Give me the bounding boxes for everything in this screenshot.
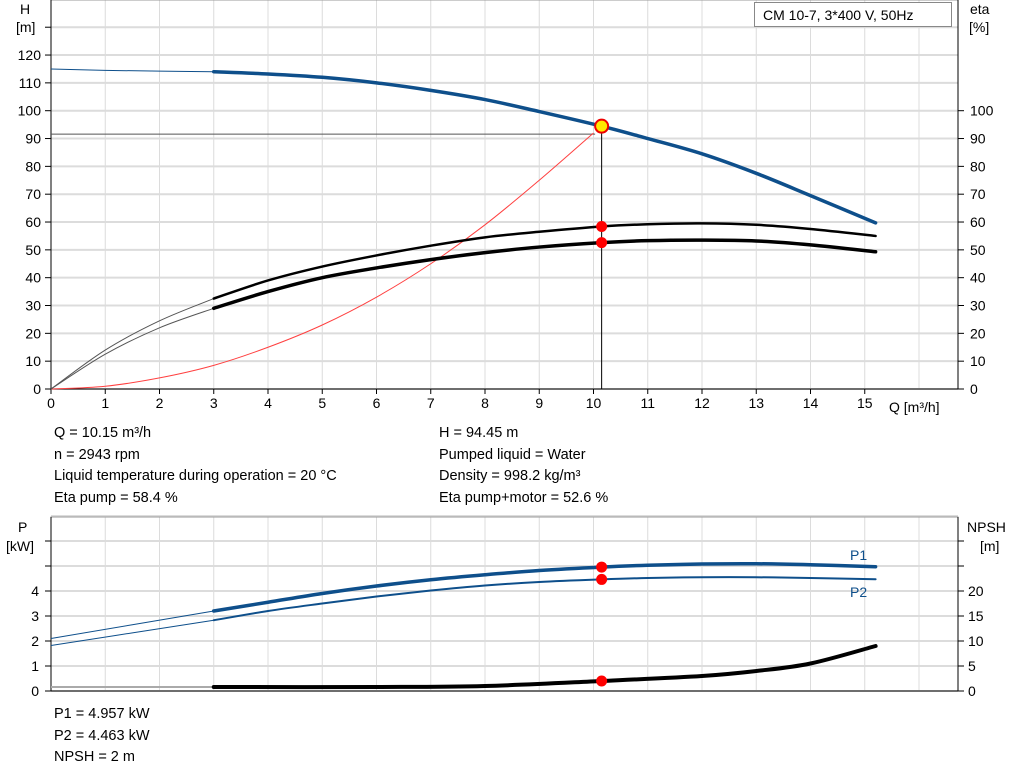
temperature-value: Liquid temperature during operation = 20… xyxy=(54,468,337,484)
p-axis-unit: [kW] xyxy=(6,538,34,554)
x-tick-label: 9 xyxy=(535,395,543,411)
h-tick-label: 40 xyxy=(25,270,41,286)
x-tick-label: 0 xyxy=(47,395,55,411)
eta_pump-curve xyxy=(212,222,877,300)
npsh-tick-label: 20 xyxy=(968,583,984,599)
speed-value: n = 2943 rpm xyxy=(54,446,140,463)
p1-duty-point xyxy=(596,561,608,573)
h-tick-label: 0 xyxy=(33,381,41,397)
x-tick-label: 14 xyxy=(803,395,819,411)
p1-value: P1 = 4.957 kW xyxy=(54,706,150,722)
H-curve-extrapolated xyxy=(50,68,214,73)
P2-curve-extrapolated xyxy=(50,619,214,646)
p2-series-label: P2 xyxy=(850,584,867,600)
eta-tick-label: 0 xyxy=(970,381,978,397)
eta-tick-label: 50 xyxy=(970,242,986,258)
eta_pump_motor-curve-extrapolated xyxy=(50,307,214,390)
npsh-duty-point xyxy=(596,675,608,687)
p-tick-label: 2 xyxy=(31,633,39,649)
npsh-axis-label: NPSH xyxy=(967,519,1006,535)
x-tick-label: 13 xyxy=(748,395,764,411)
eta-axis-unit: [%] xyxy=(969,19,989,35)
P2-curve xyxy=(212,576,877,622)
p-axis-label: P xyxy=(18,519,27,535)
density-value: Density = 998.2 kg/m³ xyxy=(439,468,581,484)
head-value: H = 94.45 m xyxy=(439,425,519,441)
eta-tick-label: 40 xyxy=(970,270,986,286)
h-axis-label: H xyxy=(20,1,30,17)
x-tick-label: 7 xyxy=(427,395,435,411)
p-tick-label: 1 xyxy=(31,658,39,674)
x-tick-label: 11 xyxy=(640,395,655,411)
npsh-tick-label: 15 xyxy=(968,608,984,624)
flow-value: Q = 10.15 m³/h xyxy=(54,425,152,441)
h-tick-label: 50 xyxy=(25,242,41,258)
eta-tick-label: 90 xyxy=(970,131,986,147)
h-tick-label: 90 xyxy=(25,131,41,147)
npsh-tick-label: 10 xyxy=(968,633,984,649)
P1-curve xyxy=(212,561,878,613)
p2-duty-point xyxy=(596,573,608,585)
h-tick-label: 60 xyxy=(25,214,41,230)
p2-value: P2 = 4.463 kW xyxy=(54,727,150,744)
eta-tick-label: 80 xyxy=(970,158,986,174)
npsh-axis-unit: [m] xyxy=(980,538,999,554)
info-left: Q = 10.15 m³/h n = 2943 rpm Liquid tempe… xyxy=(54,423,337,509)
x-tick-label: 12 xyxy=(694,395,710,411)
npsh-value: NPSH = 2 m xyxy=(54,749,135,765)
eta-pump-duty-point xyxy=(596,220,608,232)
npsh-tick-label: 0 xyxy=(968,683,976,699)
x-tick-label: 5 xyxy=(318,395,326,411)
x-tick-label: 15 xyxy=(857,395,873,411)
eta-axis-label: eta xyxy=(970,1,990,17)
x-tick-label: 8 xyxy=(481,395,489,411)
system-curve xyxy=(50,132,594,390)
x-tick-label: 2 xyxy=(156,395,164,411)
h-tick-label: 20 xyxy=(25,325,41,341)
q-axis-label: Q [m³/h] xyxy=(889,399,940,415)
info-right: H = 94.45 m Pumped liquid = Water Densit… xyxy=(439,423,608,509)
h-tick-label: 10 xyxy=(25,353,41,369)
eta-pump-motor-value: Eta pump+motor = 52.6 % xyxy=(439,489,609,506)
h-tick-label: 30 xyxy=(25,298,41,314)
eta-tick-label: 100 xyxy=(970,103,994,119)
P1-curve-extrapolated xyxy=(50,610,214,639)
h-tick-label: 80 xyxy=(25,158,41,174)
p1-series-label: P1 xyxy=(850,547,867,563)
pump-title: CM 10-7, 3*400 V, 50Hz xyxy=(754,2,952,27)
h-tick-label: 110 xyxy=(19,75,42,91)
npsh-tick-label: 5 xyxy=(968,658,976,674)
duty-point-marker xyxy=(594,118,610,134)
H-curve xyxy=(212,69,878,225)
x-tick-label: 1 xyxy=(101,395,109,411)
x-tick-label: 4 xyxy=(264,395,272,411)
p-tick-label: 4 xyxy=(31,583,39,599)
info-bottom: P1 = 4.957 kW P2 = 4.463 kW NPSH = 2 m xyxy=(54,704,150,769)
eta_pump-curve-extrapolated xyxy=(50,298,214,390)
x-tick-label: 3 xyxy=(210,395,218,411)
x-tick-label: 6 xyxy=(373,395,381,411)
h-axis-unit: [m] xyxy=(16,19,35,35)
eta-pump-value: Eta pump = 58.4 % xyxy=(54,489,178,506)
h-tick-label: 70 xyxy=(25,186,41,202)
eta-tick-label: 70 xyxy=(970,186,986,202)
h-tick-label: 100 xyxy=(18,103,42,119)
plot-frame xyxy=(50,516,959,692)
h-tick-label: 120 xyxy=(18,47,42,63)
liquid-value: Pumped liquid = Water xyxy=(439,446,586,463)
p-tick-label: 0 xyxy=(31,683,39,699)
eta_pump_motor-curve xyxy=(212,238,878,311)
eta-tick-label: 60 xyxy=(970,214,986,230)
eta-pump-motor-duty-point xyxy=(596,237,608,249)
x-tick-label: 10 xyxy=(586,395,602,411)
eta-tick-label: 20 xyxy=(970,325,986,341)
p-tick-label: 3 xyxy=(31,608,39,624)
eta-tick-label: 10 xyxy=(970,353,986,369)
eta-tick-label: 30 xyxy=(970,298,986,314)
